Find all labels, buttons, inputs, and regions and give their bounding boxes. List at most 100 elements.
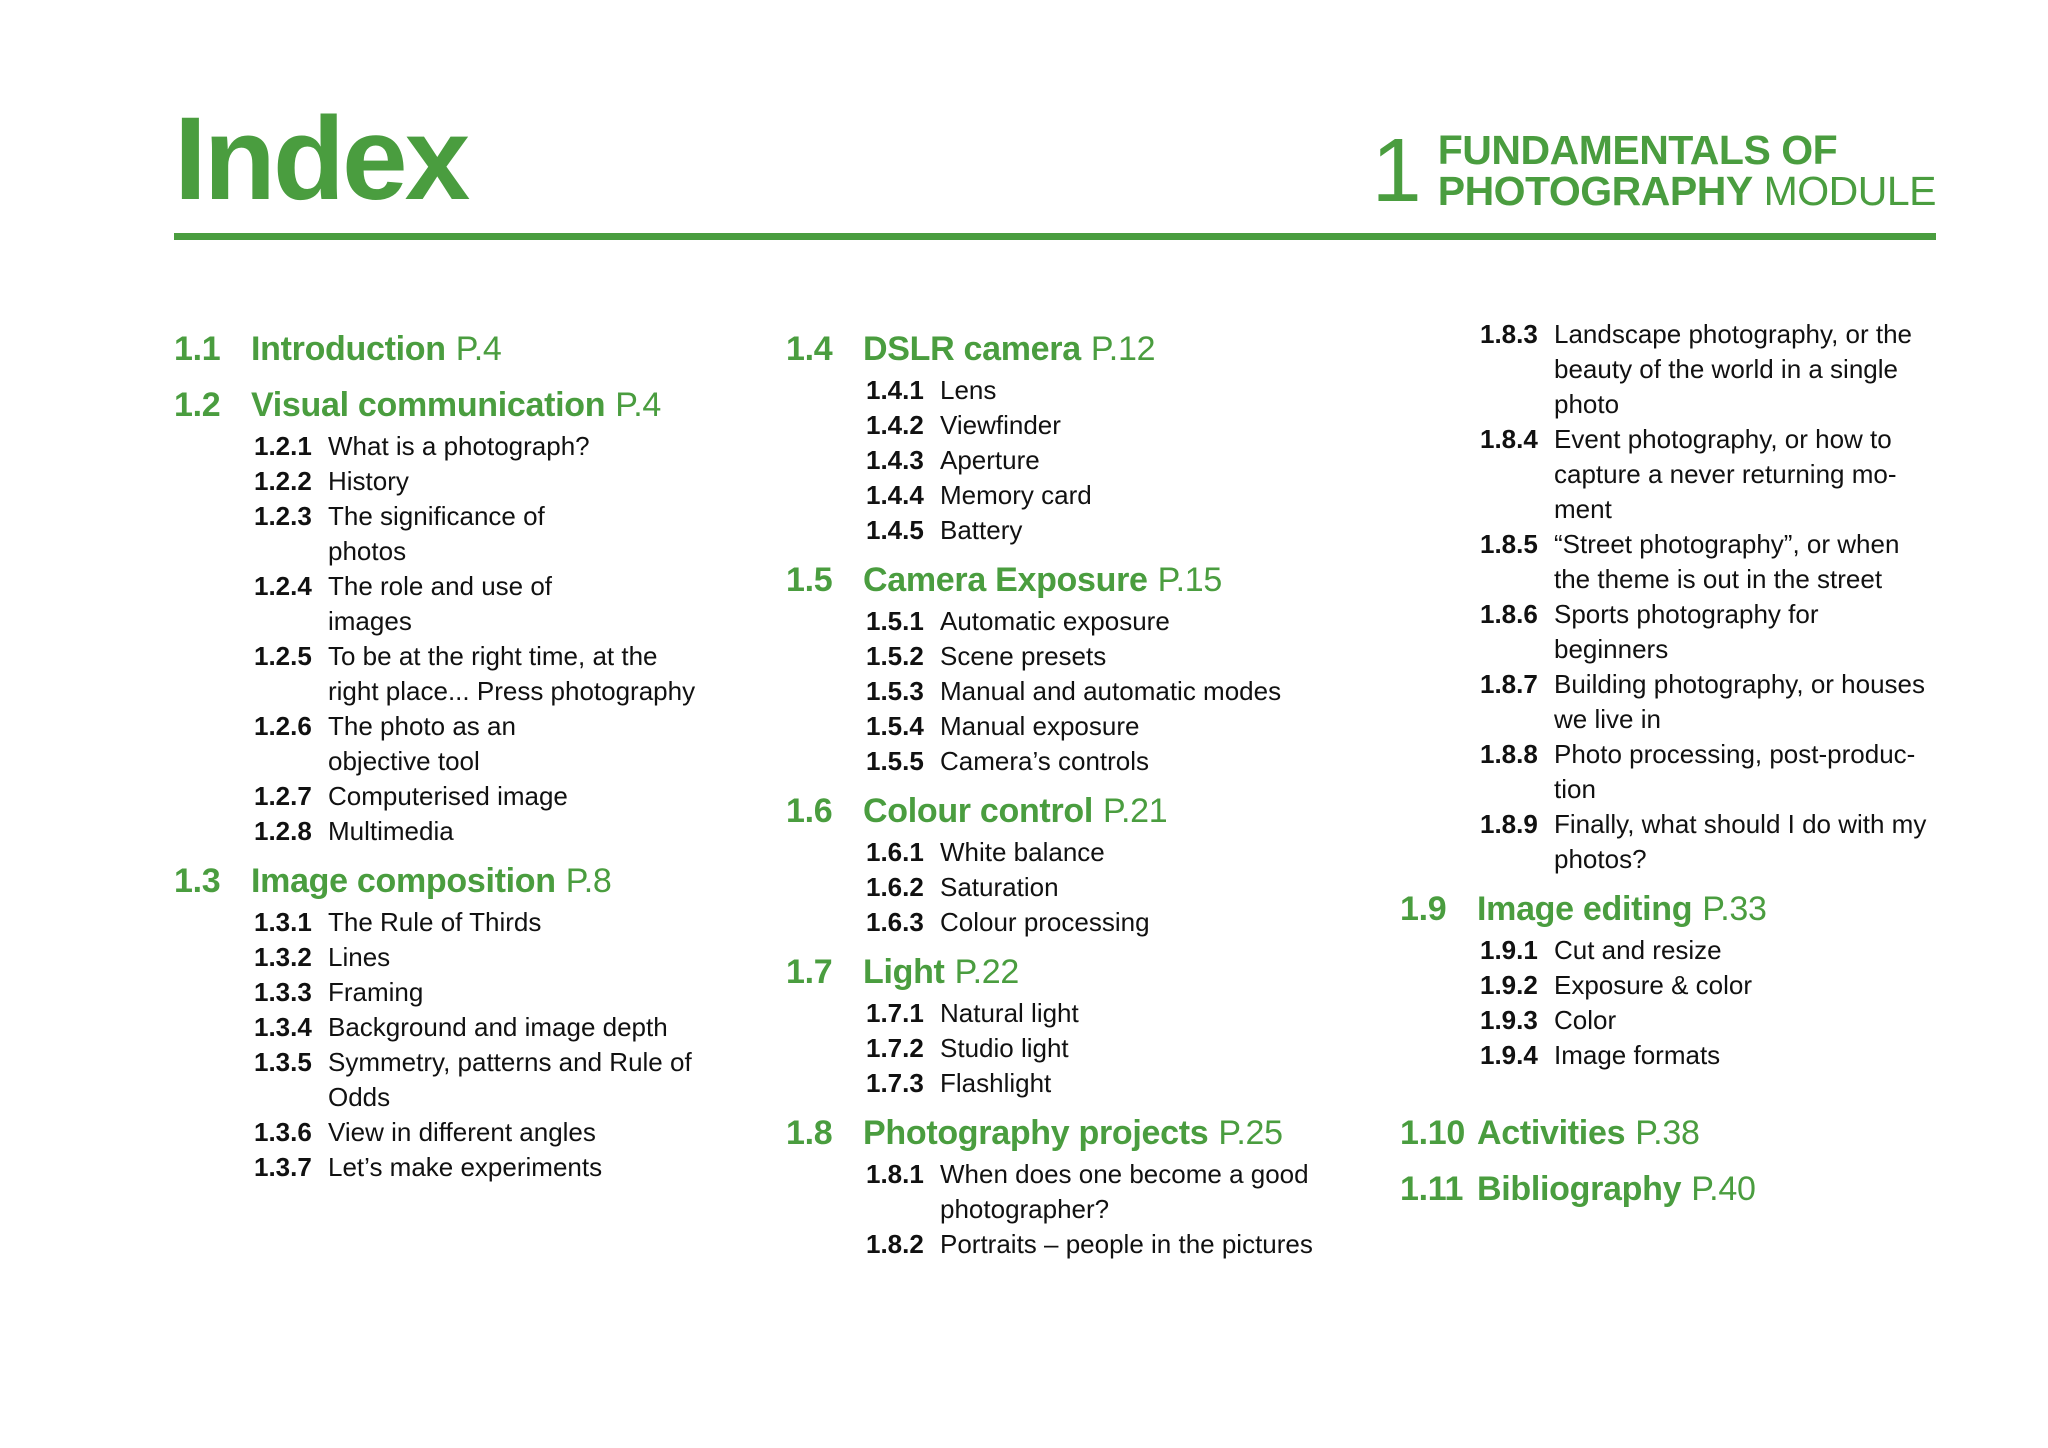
subsection-item: 1.5.4 Manual exposure — [866, 709, 1376, 744]
section-heading: 1.4 DSLR camera P.12 — [786, 325, 1376, 373]
subsection-label: Computerised image — [328, 781, 568, 811]
subsection-item: 1.2.8 Multimedia — [254, 814, 754, 849]
subsection-label: Finally, what should I do with my photos… — [1554, 809, 1927, 874]
section-title: Camera Exposure — [863, 561, 1148, 599]
subsection-label: Portraits – people in the pictures — [940, 1229, 1313, 1259]
subsection-label: White balance — [940, 837, 1105, 867]
subsection-list: 1.9.1 Cut and resize 1.9.2 Exposure & color… — [1480, 933, 1960, 1073]
subsection-item: 1.7.2 Studio light — [866, 1031, 1376, 1066]
subsection-number: 1.8.9 — [1480, 809, 1538, 839]
section-number: 1.1 — [174, 330, 221, 368]
subsection-item: 1.2.1 What is a photograph? — [254, 429, 754, 464]
index-section: 1.10 Activities P.38 — [1400, 1109, 1960, 1157]
section-number: 1.11 — [1400, 1170, 1464, 1208]
index-section: 1.7 Light P.22 1.7.1 Natural light 1.7.2 Studi… — [786, 948, 1376, 1101]
section-number: 1.6 — [786, 792, 833, 830]
subsection-item: 1.9.3 Color — [1480, 1003, 1960, 1038]
subsection-number: 1.6.2 — [866, 872, 924, 902]
module-name-line1: FUNDAMENTALS OF — [1437, 127, 1838, 173]
subsection-label: Lines — [328, 942, 391, 972]
index-section: 1.1 Introduction P.4 — [174, 325, 754, 373]
subsection-label: The photo as an objective tool — [328, 711, 516, 776]
subsection-number: 1.3.1 — [254, 907, 312, 937]
section-page: P.25 — [1218, 1114, 1283, 1152]
section-heading: 1.10 Activities P.38 — [1400, 1109, 1960, 1157]
subsection-list: 1.2.1 What is a photograph? 1.2.2 History 1.… — [254, 429, 754, 849]
subsection-number: 1.8.5 — [1480, 529, 1538, 559]
subsection-label: What is a photograph? — [328, 431, 590, 461]
module-name: FUNDAMENTALS OF PHOTOGRAPHY MODULE — [1437, 127, 1937, 212]
subsection-number: 1.2.6 — [254, 711, 312, 741]
section-title: Image composition — [251, 862, 556, 900]
subsection-number: 1.8.1 — [866, 1159, 924, 1189]
subsection-label: Saturation — [940, 872, 1059, 902]
subsection-item: 1.5.5 Camera’s controls — [866, 744, 1376, 779]
subsection-number: 1.7.3 — [866, 1068, 924, 1098]
subsection-label: The Rule of Thirds — [328, 907, 542, 937]
index-section: 1.5 Camera Exposure P.15 1.5.1 Automatic exp… — [786, 556, 1376, 779]
subsection-label: Background and image depth — [328, 1012, 668, 1042]
index-column-1: 1.1 Introduction P.4 1.2 Visual communicatio… — [174, 325, 754, 1193]
subsection-label: “Street photography”, or when the theme … — [1554, 529, 1900, 594]
section-page: P.21 — [1103, 792, 1168, 830]
subsection-label: Image formats — [1554, 1040, 1721, 1070]
subsection-label: The significance of photos — [328, 501, 545, 566]
subsection-number: 1.9.4 — [1480, 1040, 1538, 1070]
index-section: 1.6 Colour control P.21 1.6.1 White balance 1… — [786, 787, 1376, 940]
subsection-label: Memory card — [940, 480, 1092, 510]
header-divider — [174, 233, 1936, 240]
subsection-label: Studio light — [940, 1033, 1069, 1063]
index-section: 1.8 Photography projects P.25 1.8.1 When doe… — [786, 1109, 1376, 1262]
subsection-label: Event photography, or how to capture a n… — [1554, 424, 1897, 524]
subsection-list: 1.8.1 When does one become a good photogr… — [866, 1157, 1376, 1262]
subsection-label: Let’s make experiments — [328, 1152, 603, 1182]
subsection-list: 1.5.1 Automatic exposure 1.5.2 Scene preset… — [866, 604, 1376, 779]
subsection-label: Photo processing, post-produc- tion — [1554, 739, 1916, 804]
section-page: P.8 — [565, 862, 612, 900]
section-heading: 1.9 Image editing P.33 — [1400, 885, 1960, 933]
subsection-label: Colour processing — [940, 907, 1150, 937]
section-page: P.4 — [455, 330, 502, 368]
index-section: 1.4 DSLR camera P.12 1.4.1 Lens 1.4.2 Viewfind… — [786, 325, 1376, 548]
subsection-item: 1.3.2 Lines — [254, 940, 754, 975]
subsection-item: 1.2.3 The significance of photos — [254, 499, 754, 569]
subsection-label: The role and use of images — [328, 571, 553, 636]
subsection-item: 1.2.6 The photo as an objective tool — [254, 709, 754, 779]
section-page: P.15 — [1157, 561, 1223, 599]
subsection-number: 1.5.4 — [866, 711, 924, 741]
section-title: Visual communication — [251, 386, 606, 424]
subsection-label: Scene presets — [940, 641, 1107, 671]
subsection-number: 1.3.5 — [254, 1047, 312, 1077]
index-section: 1.8.3 Landscape photography, or the beaut… — [1400, 317, 1960, 877]
subsection-label: Sports photography for beginners — [1554, 599, 1819, 664]
subsection-item: 1.8.6 Sports photography for beginners — [1480, 597, 1960, 667]
subsection-item: 1.3.6 View in different angles — [254, 1115, 754, 1150]
subsection-item: 1.4.4 Memory card — [866, 478, 1376, 513]
subsection-label: Viewfinder — [940, 410, 1061, 440]
subsection-number: 1.8.4 — [1480, 424, 1538, 454]
section-page: P.33 — [1702, 890, 1767, 928]
subsection-item: 1.4.5 Battery — [866, 513, 1376, 548]
subsection-label: Flashlight — [940, 1068, 1052, 1098]
section-number: 1.2 — [174, 386, 221, 424]
subsection-number: 1.5.3 — [866, 676, 924, 706]
subsection-number: 1.5.5 — [866, 746, 924, 776]
subsection-item: 1.6.3 Colour processing — [866, 905, 1376, 940]
subsection-item: 1.5.2 Scene presets — [866, 639, 1376, 674]
section-title: Introduction — [251, 330, 446, 368]
index-section: 1.11 Bibliography P.40 — [1400, 1165, 1960, 1213]
subsection-number: 1.3.2 — [254, 942, 312, 972]
subsection-item: 1.8.1 When does one become a good photogr… — [866, 1157, 1376, 1227]
subsection-number: 1.6.3 — [866, 907, 924, 937]
subsection-number: 1.2.8 — [254, 816, 312, 846]
section-heading: 1.3 Image composition P.8 — [174, 857, 754, 905]
subsection-item: 1.4.1 Lens — [866, 373, 1376, 408]
subsection-label: Exposure & color — [1554, 970, 1752, 1000]
subsection-item: 1.3.7 Let’s make experiments — [254, 1150, 754, 1185]
subsection-item: 1.2.7 Computerised image — [254, 779, 754, 814]
section-number: 1.5 — [786, 561, 833, 599]
module-heading: 1 FUNDAMENTALS OF PHOTOGRAPHY MODULE — [1372, 126, 1937, 216]
subsection-item: 1.3.3 Framing — [254, 975, 754, 1010]
section-title: Light — [863, 953, 945, 991]
section-number: 1.8 — [786, 1114, 833, 1152]
